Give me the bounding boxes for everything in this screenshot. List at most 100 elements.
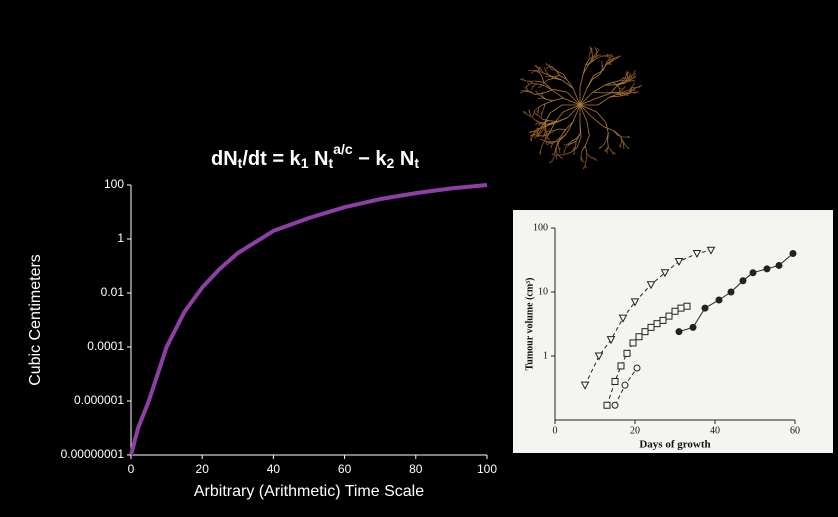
x-axis-label: Days of growth bbox=[639, 439, 710, 451]
fractal-branch bbox=[593, 55, 597, 58]
fractal-branch bbox=[579, 97, 597, 106]
fractal-branch bbox=[543, 82, 553, 91]
fractal-branch bbox=[602, 64, 607, 70]
fractal-branch bbox=[532, 84, 535, 88]
fractal-branch bbox=[543, 67, 546, 71]
fractal-branch bbox=[605, 63, 609, 66]
fractal-branch bbox=[551, 153, 555, 156]
fractal-branch bbox=[594, 53, 596, 56]
marker bbox=[674, 257, 684, 267]
fractal-branch bbox=[535, 66, 539, 69]
marker bbox=[683, 302, 691, 310]
fractal-branch bbox=[531, 134, 534, 137]
fractal-branch bbox=[553, 77, 562, 81]
marker bbox=[653, 320, 661, 328]
fractal-branch bbox=[603, 126, 614, 132]
marker bbox=[611, 377, 619, 385]
fractal-branch bbox=[535, 90, 538, 93]
fractal-branch bbox=[575, 133, 581, 140]
fractal-branch bbox=[579, 104, 588, 122]
series-line bbox=[678, 253, 794, 333]
fractal-branch bbox=[537, 133, 540, 137]
fractal-branch bbox=[521, 77, 525, 81]
title-part: N bbox=[308, 148, 328, 170]
fractal-branch bbox=[585, 62, 591, 66]
fractal-branch bbox=[631, 79, 635, 82]
marker bbox=[617, 362, 625, 370]
fractal-branch bbox=[620, 135, 623, 142]
fractal-branch bbox=[529, 82, 534, 85]
main-chart: 0.00000001 0.000001 0.0001 0.01 1 100 0 20 40 60 8… bbox=[27, 141, 497, 500]
fractal-branch bbox=[541, 108, 544, 113]
fractal-branch bbox=[565, 121, 574, 130]
fractal-branch bbox=[534, 83, 539, 86]
fractal-branch bbox=[544, 69, 548, 73]
fractal-branch bbox=[582, 165, 586, 170]
y-tick-label: 0.0001 bbox=[87, 339, 124, 353]
fractal-branch bbox=[631, 86, 633, 90]
fractal-branch bbox=[621, 88, 624, 91]
marker bbox=[594, 352, 604, 361]
series-line bbox=[584, 249, 712, 386]
fractal-branch bbox=[579, 104, 597, 113]
fractal-branch bbox=[633, 87, 638, 90]
marker bbox=[659, 316, 667, 324]
fractal-branch bbox=[589, 60, 593, 64]
fractal-branch bbox=[542, 118, 549, 122]
marker bbox=[641, 328, 649, 336]
fractal-branch bbox=[576, 136, 582, 148]
fractal-branch bbox=[567, 143, 571, 146]
fractal-branch bbox=[612, 151, 614, 156]
fractal-branch bbox=[555, 149, 558, 155]
fractal-branch bbox=[563, 97, 581, 106]
fractal-branch bbox=[543, 103, 546, 109]
fractal-branch bbox=[551, 155, 555, 162]
fractal-branch bbox=[584, 160, 587, 166]
fractal-branch bbox=[572, 88, 581, 106]
fractal-branch bbox=[629, 73, 631, 77]
fractal-branch bbox=[586, 78, 593, 89]
fractal-branch bbox=[608, 63, 612, 65]
x-tick-label: 100 bbox=[477, 462, 497, 476]
fractal-branch bbox=[528, 80, 531, 83]
fractal-branch bbox=[583, 63, 590, 74]
fractal-branch bbox=[566, 91, 581, 106]
fractal-branch bbox=[532, 113, 534, 117]
fractal-branch bbox=[621, 140, 625, 144]
fractal-branch bbox=[533, 131, 536, 135]
fractal-branch bbox=[536, 110, 539, 113]
fractal-branch bbox=[548, 160, 553, 164]
marker bbox=[727, 288, 735, 296]
fractal-branch bbox=[580, 151, 583, 157]
fractal-branch bbox=[520, 90, 524, 92]
fractal-branch bbox=[633, 72, 636, 78]
fractal-branch bbox=[609, 95, 621, 98]
fractal-branch bbox=[524, 87, 527, 89]
fractal-branch bbox=[531, 71, 534, 74]
fractal-branch bbox=[626, 92, 629, 95]
fractal-branch bbox=[565, 121, 574, 135]
fractal-branch bbox=[620, 140, 623, 145]
fractal-branch bbox=[627, 71, 630, 74]
y-axis-label: Tumour volume (cm³) bbox=[524, 278, 535, 371]
fractal-branch bbox=[590, 48, 593, 52]
x-axis-label: Arbitrary (Arithmetic) Time Scale bbox=[194, 483, 424, 500]
fractal-branch bbox=[534, 123, 538, 125]
fractal-branch bbox=[546, 143, 549, 146]
fractal-branch bbox=[535, 80, 545, 83]
fractal-branch bbox=[581, 145, 586, 152]
fractal-branch bbox=[539, 130, 543, 135]
fractal-branch bbox=[604, 82, 613, 86]
fractal-branch bbox=[530, 81, 534, 84]
fractal-branch bbox=[637, 86, 641, 88]
fractal-branch bbox=[537, 67, 541, 70]
fractal-branch bbox=[535, 120, 544, 125]
fractal-branch bbox=[543, 89, 554, 94]
fractal-branch bbox=[534, 92, 544, 95]
title-part: 1 bbox=[301, 155, 309, 171]
fractal-branch bbox=[604, 148, 607, 152]
fractal-branch bbox=[545, 133, 548, 137]
fractal-branch bbox=[524, 111, 527, 115]
y-tick-label: 1 bbox=[117, 231, 124, 245]
fractal-branch bbox=[542, 135, 544, 138]
